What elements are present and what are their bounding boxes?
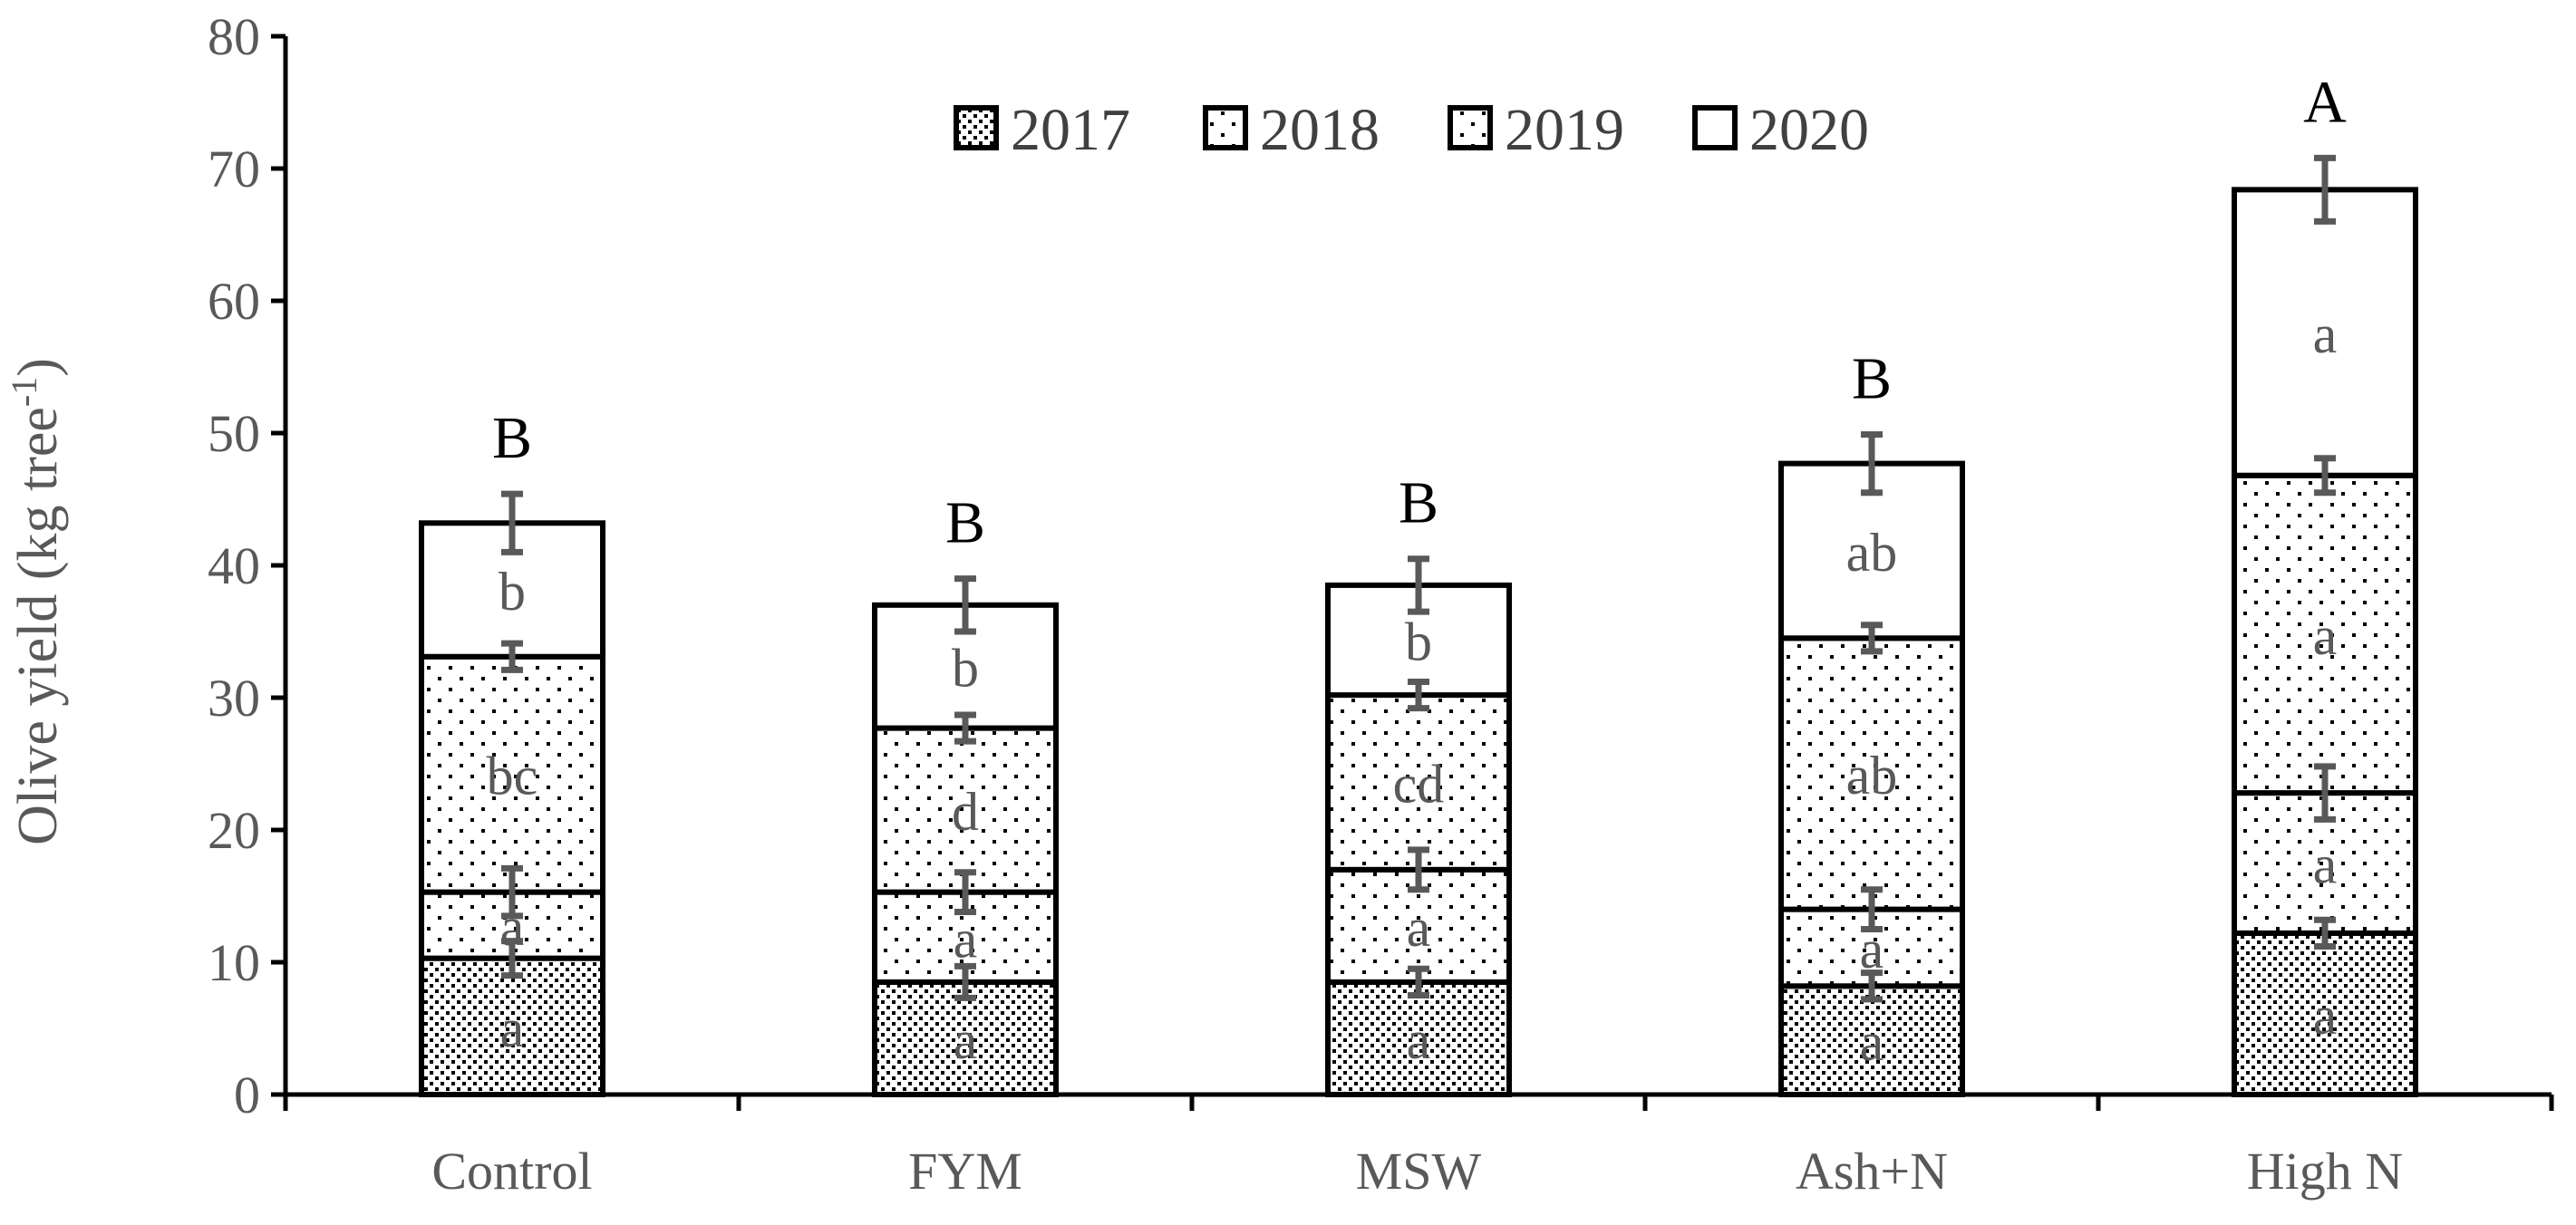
segment-label: a xyxy=(1407,1010,1431,1070)
legend: 2017 2018 2019 2020 xyxy=(954,97,1869,163)
x-tick-label: High N xyxy=(2247,1142,2403,1201)
y-tick-label: 40 xyxy=(208,536,260,595)
y-tick-label: 0 xyxy=(234,1066,260,1124)
error-bar xyxy=(1408,678,1429,712)
error-bar xyxy=(954,575,976,635)
segment-label: ab xyxy=(1846,746,1898,805)
error-bars xyxy=(501,154,2336,1003)
group-significance-label: B xyxy=(1852,345,1892,411)
legend-label: 2017 xyxy=(1011,97,1130,163)
group-significance-label: B xyxy=(1399,470,1438,536)
legend-item-2020: 2020 xyxy=(1692,97,1869,163)
group-significance-label: B xyxy=(945,490,985,556)
segment-label: a xyxy=(954,909,978,969)
error-bar xyxy=(2314,916,2336,950)
segment-label: a xyxy=(2313,304,2338,364)
error-bar xyxy=(501,938,523,979)
error-bar xyxy=(1408,555,1429,615)
legend-swatch xyxy=(1692,105,1738,150)
bar-segment-2019-control xyxy=(419,653,605,895)
x-tick-label: MSW xyxy=(1356,1142,1482,1201)
error-bar xyxy=(954,711,976,745)
legend-label: 2019 xyxy=(1505,97,1624,163)
axes: 0 10 20 30 40 50 60 70 80 Control FYM MSW Ash+N High … xyxy=(208,7,2554,1201)
segment-label: cd xyxy=(1393,754,1445,814)
legend-swatch xyxy=(1203,105,1248,150)
y-tick-label: 80 xyxy=(208,7,260,66)
y-tick-label: 60 xyxy=(208,272,260,331)
y-tick-label: 70 xyxy=(208,140,260,198)
bar-segment-2017-msw xyxy=(1325,979,1512,1098)
bars xyxy=(419,187,2418,1098)
error-bar xyxy=(2314,763,2336,823)
x-tick-label: Control xyxy=(431,1142,592,1201)
error-bar xyxy=(501,490,523,555)
y-tick-label: 30 xyxy=(208,669,260,728)
segment-label: bc xyxy=(487,747,538,806)
y-tick-label: 50 xyxy=(208,404,260,463)
segment-label: b xyxy=(952,639,979,699)
segment-label: a xyxy=(500,998,525,1058)
segment-label: a xyxy=(2313,606,2338,666)
segment-label: b xyxy=(499,562,526,622)
segment-label: a xyxy=(954,1010,978,1070)
error-bar xyxy=(1408,965,1429,998)
error-bar xyxy=(1861,430,1883,497)
error-bar xyxy=(1861,622,1883,655)
error-bar xyxy=(1861,969,1883,1003)
y-tick-label: 20 xyxy=(208,801,260,860)
legend-swatch xyxy=(954,105,999,150)
segment-label: a xyxy=(2313,986,2338,1046)
x-tick-label: FYM xyxy=(908,1142,1022,1201)
segment-label: a xyxy=(1860,1012,1884,1072)
legend-item-2019: 2019 xyxy=(1448,97,1624,163)
error-bar xyxy=(954,962,976,1001)
error-bar xyxy=(501,640,523,673)
error-bar xyxy=(1408,846,1429,893)
segment-label: ab xyxy=(1846,523,1898,583)
legend-label: 2020 xyxy=(1749,97,1869,163)
legend-item-2018: 2018 xyxy=(1203,97,1380,163)
error-bar xyxy=(501,864,523,920)
error-bar xyxy=(954,869,976,916)
y-axis-label: Olive yield (kg tree-1) xyxy=(4,358,69,845)
legend-label: 2018 xyxy=(1260,97,1380,163)
legend-item-2017: 2017 xyxy=(954,97,1130,163)
error-bar xyxy=(2314,154,2336,225)
group-significance-label: B xyxy=(492,405,532,471)
bar-segment-2017-ash-n xyxy=(1778,983,1965,1098)
error-bar xyxy=(1861,886,1883,932)
bar-segment-2017-high-n xyxy=(2232,930,2418,1097)
segment-label: d xyxy=(952,782,979,842)
y-tick-label: 10 xyxy=(208,933,260,992)
segment-label: a xyxy=(1407,898,1431,958)
segment-label: a xyxy=(2313,835,2338,895)
group-significance-label: A xyxy=(2303,69,2347,135)
legend-swatch xyxy=(1448,105,1493,150)
bar-segment-2019-msw xyxy=(1325,692,1512,873)
bar-segment-2017-control xyxy=(419,955,605,1097)
segment-label: b xyxy=(1405,612,1432,671)
x-tick-label: Ash+N xyxy=(1796,1142,1948,1201)
error-bar xyxy=(2314,455,2336,497)
